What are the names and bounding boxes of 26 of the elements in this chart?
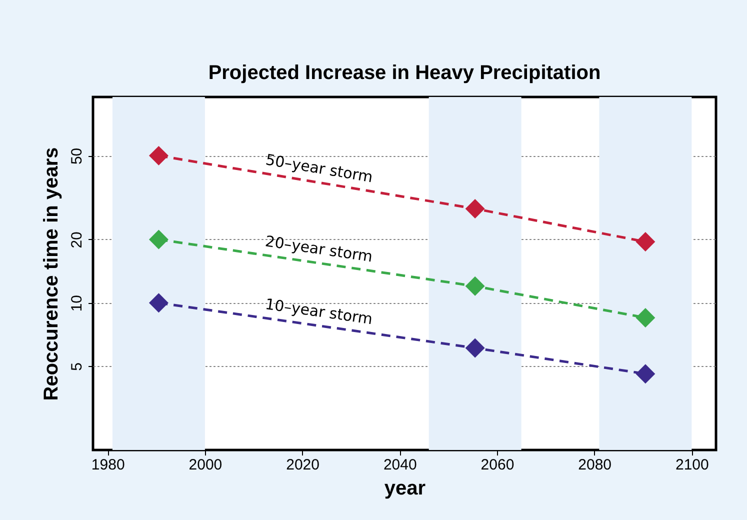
x-tick-label: 2060	[480, 456, 514, 474]
point	[636, 364, 656, 384]
y-tick-label: 20	[68, 232, 86, 248]
chart-title: Projected Increase in Heavy Precipitation	[208, 62, 601, 84]
point	[148, 230, 168, 250]
text: 50–year storm	[264, 150, 374, 186]
text: 20–year storm	[264, 232, 374, 266]
point	[148, 146, 168, 166]
x-tick-label: 2100	[675, 456, 709, 474]
x-tick-label: 2080	[578, 456, 612, 474]
point	[465, 338, 485, 358]
x-tick-label: 2000	[188, 456, 222, 474]
y-tick-label: 5	[68, 362, 86, 371]
x-tick-label: 1980	[91, 456, 125, 474]
x-axis-title: year	[384, 478, 426, 500]
y-tick-label: 50	[68, 148, 86, 165]
x-tick-label: 2040	[383, 456, 417, 474]
point	[465, 276, 485, 296]
point	[636, 232, 656, 252]
y-axis-title: Reoccurence time in years	[40, 147, 62, 401]
x-tick-label: 2020	[286, 456, 320, 474]
point	[636, 308, 656, 328]
point	[148, 293, 168, 313]
point	[465, 198, 485, 218]
text: 10–year storm	[264, 295, 374, 328]
y-tick-label: 10	[68, 295, 86, 312]
